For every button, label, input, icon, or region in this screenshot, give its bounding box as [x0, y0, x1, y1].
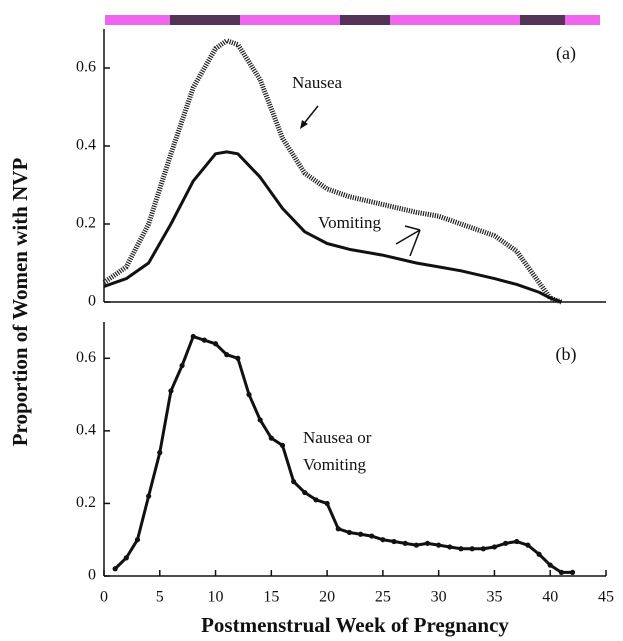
x-tick-label: 45 — [598, 589, 614, 606]
arrow — [409, 229, 421, 257]
x-tick-label: 0 — [100, 589, 108, 606]
y-tick-label: 0.6 — [76, 59, 96, 76]
data-point — [369, 533, 375, 539]
data-line — [102, 38, 563, 305]
panel-label: (a) — [556, 43, 576, 64]
data-point — [201, 337, 207, 343]
arrow — [404, 225, 421, 231]
y-tick-label: 0.2 — [76, 215, 96, 232]
data-point — [402, 540, 408, 546]
data-point — [168, 388, 174, 394]
x-axis-label: Postmenstrual Week of Pregnancy — [201, 613, 509, 637]
series-annotation: Nausea or Vomiting — [303, 428, 372, 474]
data-point — [569, 569, 576, 575]
x-tick-label: 20 — [319, 589, 335, 606]
data-point — [123, 555, 129, 561]
data-point — [380, 537, 386, 543]
data-point — [424, 540, 431, 546]
header-strip — [340, 15, 390, 25]
series-annotation: Nausea — [292, 73, 342, 92]
data-point — [514, 538, 520, 545]
y-tick-label: 0.6 — [76, 349, 96, 366]
data-point — [313, 497, 319, 503]
x-tick-label: 25 — [375, 589, 391, 606]
data-point — [257, 417, 263, 423]
header-strip — [520, 15, 565, 25]
y-tick-label: 0 — [88, 567, 96, 584]
x-tick-label: 40 — [542, 589, 558, 606]
y-tick-label: 0.4 — [76, 422, 96, 439]
data-point — [558, 569, 564, 575]
x-tick-label: 5 — [156, 589, 164, 606]
data-point — [224, 352, 230, 358]
data-point — [391, 538, 397, 545]
data-point — [503, 540, 509, 546]
data-point — [447, 544, 453, 550]
panel-label: (b) — [556, 344, 577, 365]
data-point — [525, 542, 531, 548]
data-point — [480, 546, 486, 552]
data-point — [491, 544, 498, 550]
x-tick-label: 30 — [431, 589, 447, 606]
data-point — [279, 442, 286, 448]
y-axis-label: Proportion of Women with NVP — [8, 158, 32, 447]
arrow — [395, 229, 421, 245]
data-point — [324, 500, 330, 507]
data-point — [302, 489, 308, 496]
data-point — [436, 542, 442, 548]
data-point — [268, 435, 274, 441]
arrow-head — [300, 120, 308, 129]
x-tick-label: 10 — [208, 589, 224, 606]
data-point — [346, 529, 353, 536]
data-point — [146, 493, 152, 499]
series-annotation: Vomiting — [318, 213, 381, 232]
data-point — [235, 355, 241, 361]
data-point — [190, 333, 196, 340]
y-tick-label: 0.2 — [76, 494, 96, 511]
header-strip — [170, 15, 240, 25]
y-tick-label: 0.4 — [76, 137, 96, 154]
data-line — [103, 150, 562, 304]
data-point — [134, 537, 141, 543]
data-point — [246, 391, 252, 398]
data-point — [212, 341, 219, 347]
data-point — [335, 526, 341, 532]
data-point — [291, 479, 297, 485]
y-tick-label: 0 — [88, 293, 96, 310]
data-point — [179, 362, 185, 369]
data-point — [536, 551, 542, 557]
x-tick-label: 35 — [486, 589, 502, 606]
data-point — [357, 531, 364, 537]
data-point — [458, 546, 464, 552]
data-point — [469, 546, 475, 552]
data-point — [157, 450, 163, 456]
data-point — [112, 566, 118, 572]
x-tick-label: 15 — [263, 589, 279, 606]
data-point — [547, 562, 553, 568]
data-point — [413, 542, 419, 548]
